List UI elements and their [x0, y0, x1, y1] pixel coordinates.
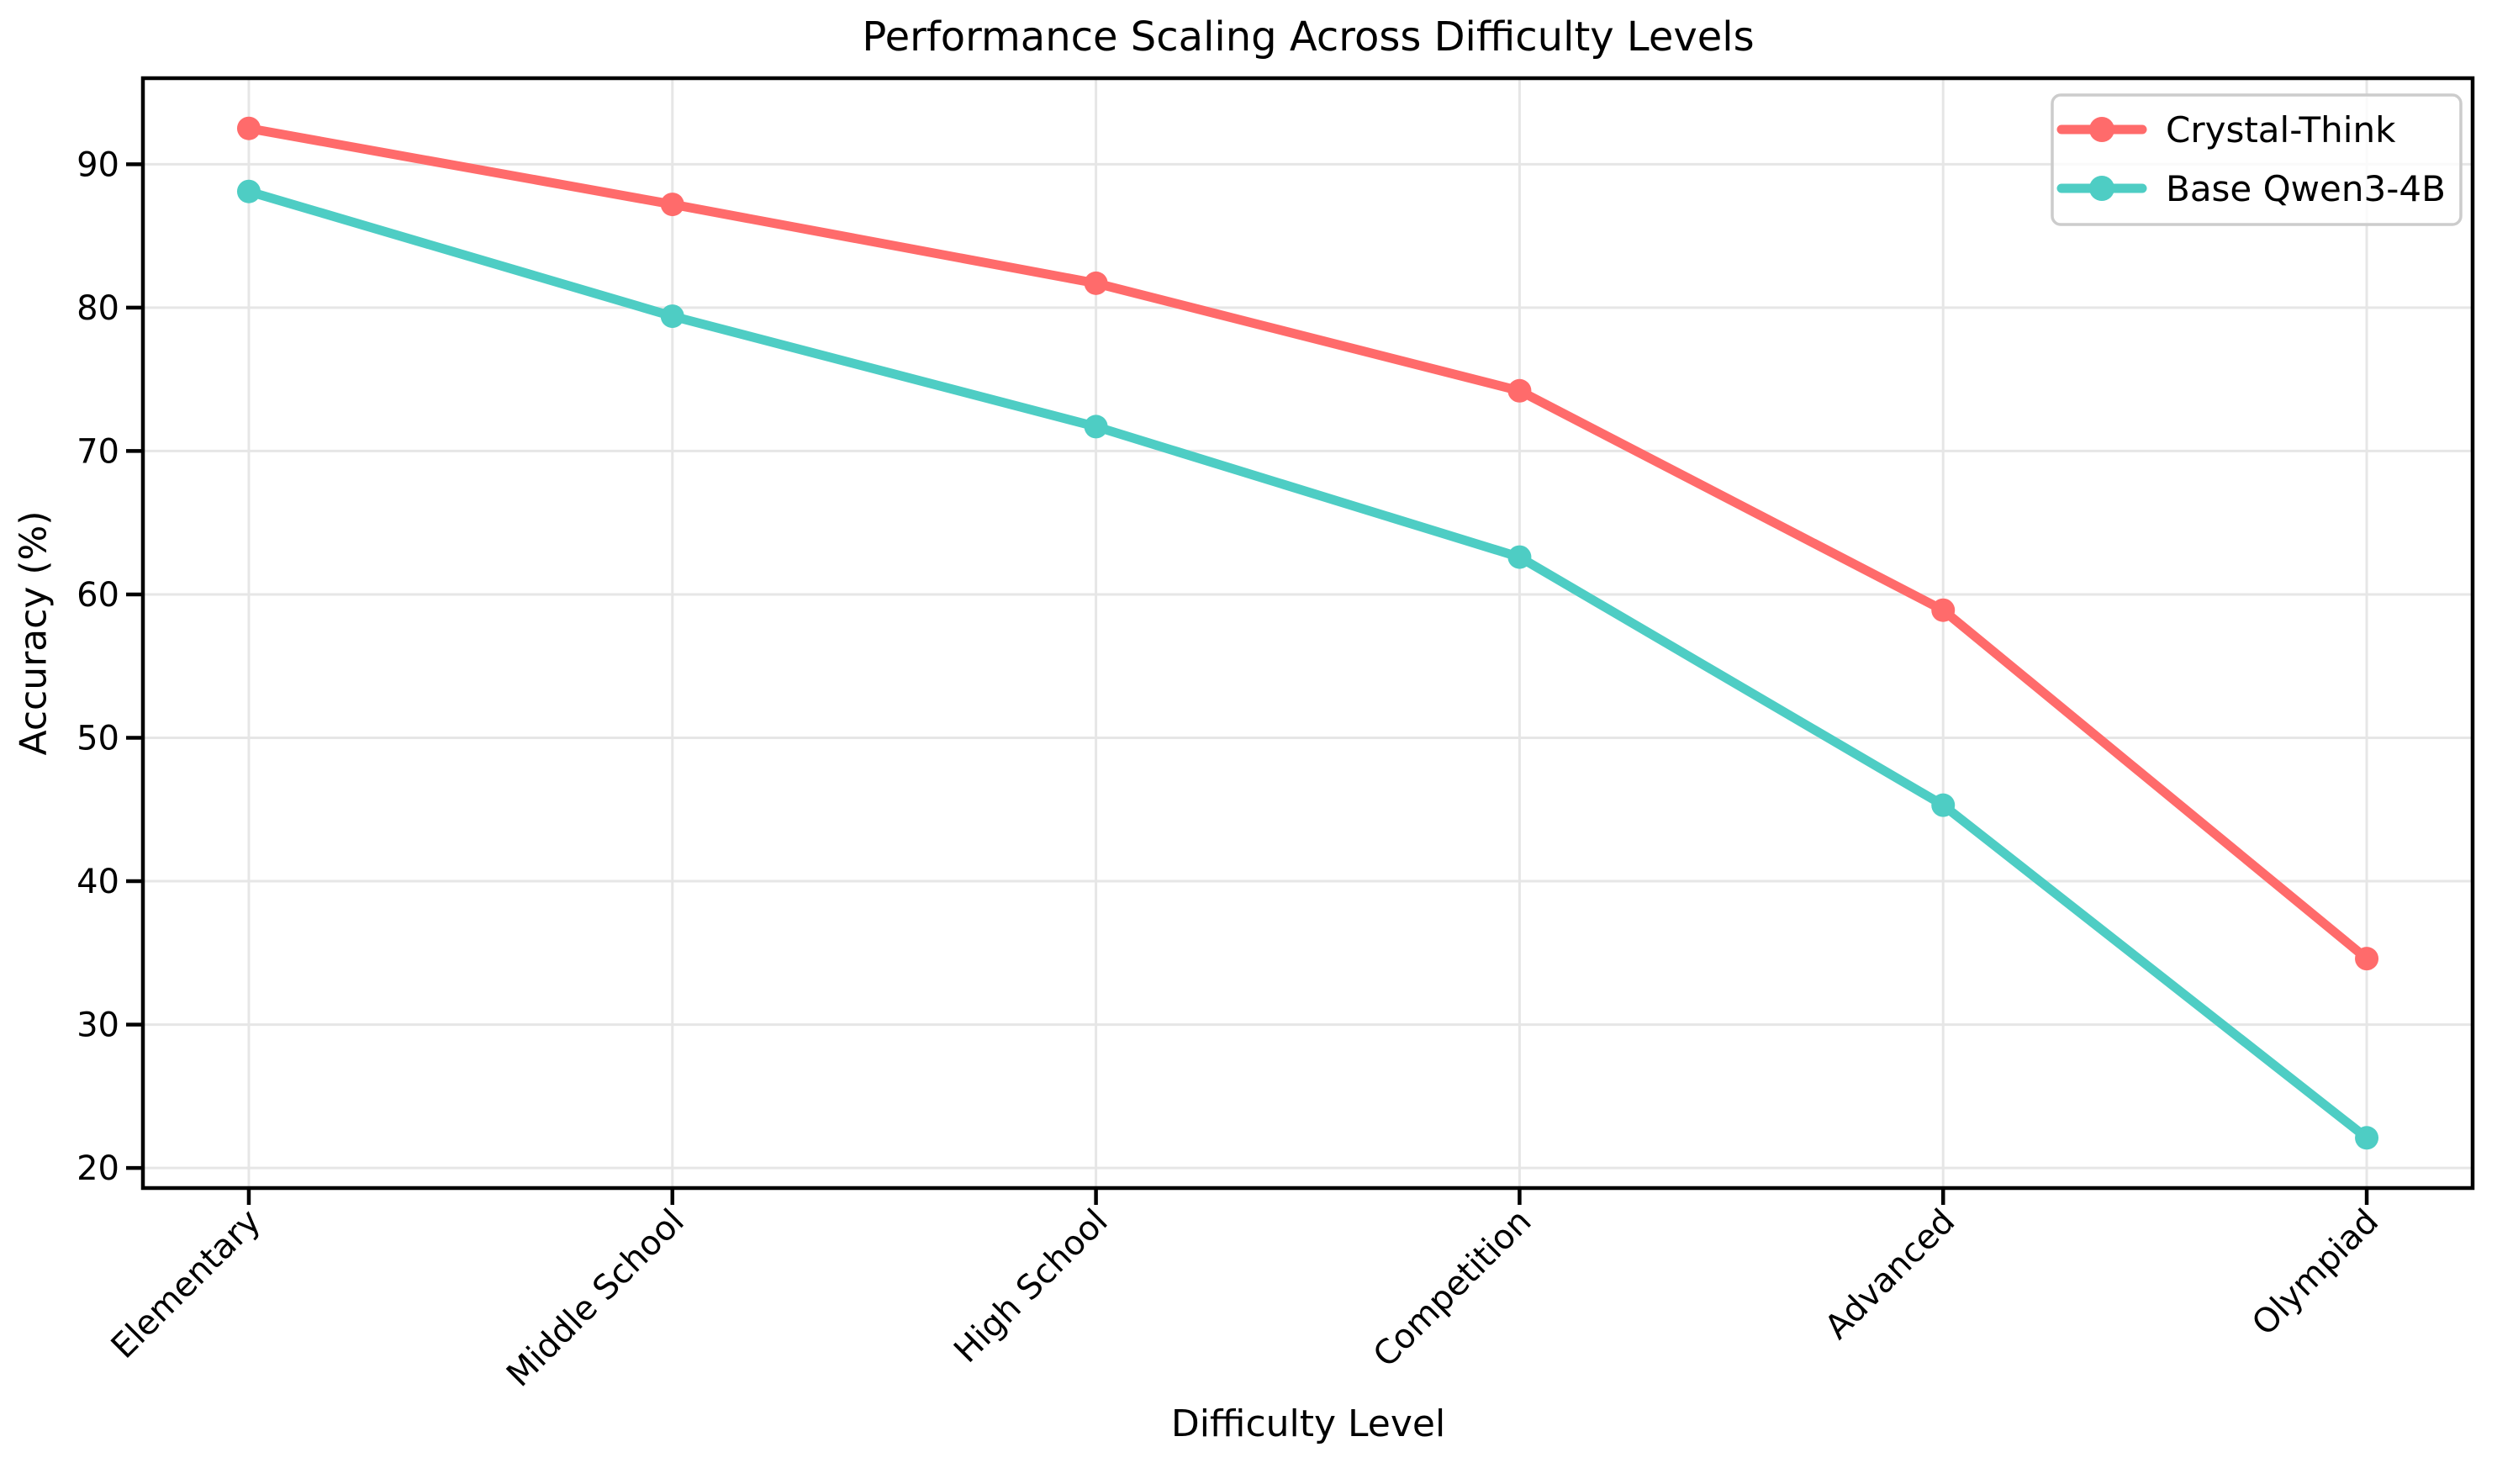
x-tick-label-advanced: Advanced	[1818, 1202, 1962, 1347]
data-point-base-qwen3-4b	[236, 179, 261, 203]
y-tick-label: 20	[77, 1149, 119, 1188]
y-tick-label: 60	[77, 576, 119, 615]
x-tick-label-competition: Competition	[1366, 1202, 1539, 1376]
data-point-base-qwen3-4b	[1084, 415, 1108, 439]
series-crystal-think	[236, 116, 2379, 971]
y-tick-label: 90	[77, 145, 119, 184]
x-tick-label-middle-school: Middle School	[499, 1202, 692, 1395]
x-axis: Elementary Middle School High School Compet…	[104, 1188, 2386, 1394]
y-tick-label: 80	[77, 289, 119, 328]
legend-marker	[2089, 117, 2114, 142]
plot-border	[140, 76, 2475, 1191]
y-tick-label: 30	[77, 1006, 119, 1045]
legend-label: Crystal-Think	[2166, 109, 2396, 151]
data-point-base-qwen3-4b	[1931, 793, 1956, 817]
x-tick-label-high-school: High School	[947, 1202, 1115, 1370]
y-tick-label: 40	[77, 863, 119, 901]
series-base-qwen3-4b	[236, 179, 2379, 1150]
y-tick-label: 70	[77, 432, 119, 471]
y-tick-label: 50	[77, 719, 119, 758]
data-point-crystal-think	[1084, 271, 1108, 295]
chart-title: Performance Scaling Across Difficulty Le…	[862, 13, 1755, 61]
x-tick-label-olympiad: Olympiad	[2245, 1202, 2386, 1344]
legend-item-crystal-think: Crystal-Think	[2056, 109, 2396, 151]
x-tick-label-elementary: Elementary	[104, 1202, 268, 1366]
legend-box	[2051, 93, 2463, 226]
data-point-crystal-think	[1507, 378, 1532, 403]
data-point-base-qwen3-4b	[660, 304, 684, 329]
data-point-base-qwen3-4b	[2355, 1126, 2379, 1150]
series-line-crystal-think	[244, 124, 2372, 964]
data-point-crystal-think	[2355, 947, 2379, 971]
series-line-base-qwen3-4b	[244, 187, 2372, 1143]
data-point-crystal-think	[1931, 598, 1956, 622]
data-point-crystal-think	[236, 116, 261, 140]
gridlines	[143, 78, 2473, 1188]
legend-marker	[2089, 176, 2114, 201]
y-axis-label: Accuracy (%)	[12, 510, 55, 756]
x-axis-label: Difficulty Level	[1170, 1402, 1446, 1445]
data-point-base-qwen3-4b	[1507, 545, 1532, 569]
legend-label: Base Qwen3-4B	[2166, 168, 2446, 209]
y-axis: 20 30 40 50 60 70 80 90	[77, 145, 143, 1188]
data-point-crystal-think	[660, 193, 684, 217]
legend: Crystal-Think Base Qwen3-4B	[2051, 93, 2463, 226]
legend-item-base-qwen3-4b: Base Qwen3-4B	[2056, 168, 2446, 209]
